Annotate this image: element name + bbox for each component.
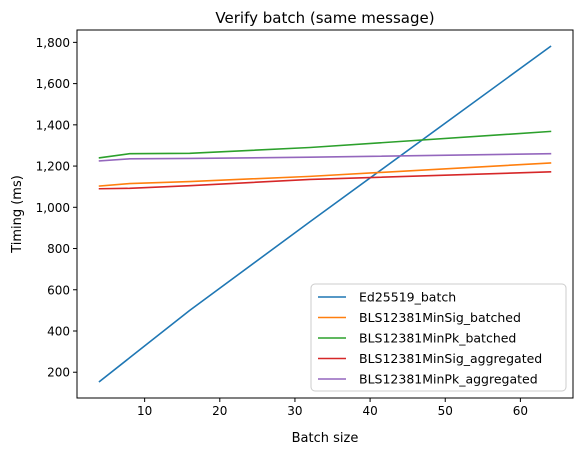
series-line-2: [98, 130, 552, 159]
y-axis-ticks: 200 400 600 800 1,000 1,200 1,400 1,600 1,800: [36, 36, 77, 380]
x-tick-label: 60: [513, 404, 528, 418]
plot-lines: [98, 45, 552, 383]
legend-label-0: Ed25519_batch: [359, 290, 456, 305]
legend-label-4: BLS12381MinPk_aggregated: [359, 372, 538, 387]
x-tick-label: 20: [212, 404, 227, 418]
legend: Ed25519_batch BLS12381MinSig_batched BLS12…: [310, 283, 567, 392]
y-axis-label: Timing (ms): [10, 175, 25, 254]
y-tick-label: 1,800: [36, 36, 70, 50]
series-line-0: [98, 45, 552, 383]
legend-label-3: BLS12381MinSig_aggregated: [359, 351, 542, 366]
y-tick-label: 1,400: [36, 118, 70, 132]
legend-label-2: BLS12381MinPk_batched: [359, 331, 516, 346]
x-tick-label: 10: [137, 404, 152, 418]
series-line-4: [98, 152, 552, 162]
y-tick-label: 200: [47, 366, 70, 380]
y-tick-label: 1,000: [36, 201, 70, 215]
y-tick-label: 800: [47, 242, 70, 256]
x-tick-label: 30: [287, 404, 302, 418]
y-tick-label: 600: [47, 283, 70, 297]
x-axis-label: Batch size: [292, 431, 359, 446]
plot-frame: [76, 29, 574, 399]
y-tick-label: 1,200: [36, 160, 70, 174]
series-line-1: [98, 162, 552, 187]
x-axis-ticks: 10 20 30 40 50 60: [137, 398, 528, 418]
x-tick-label: 50: [438, 404, 453, 418]
chart-title: Verify batch (same message): [215, 9, 434, 27]
y-tick-label: 1,600: [36, 77, 70, 91]
legend-box: [310, 283, 567, 392]
legend-label-1: BLS12381MinSig_batched: [359, 310, 521, 325]
y-tick-label: 400: [47, 324, 70, 338]
x-tick-label: 40: [362, 404, 377, 418]
series-line-3: [98, 171, 552, 190]
